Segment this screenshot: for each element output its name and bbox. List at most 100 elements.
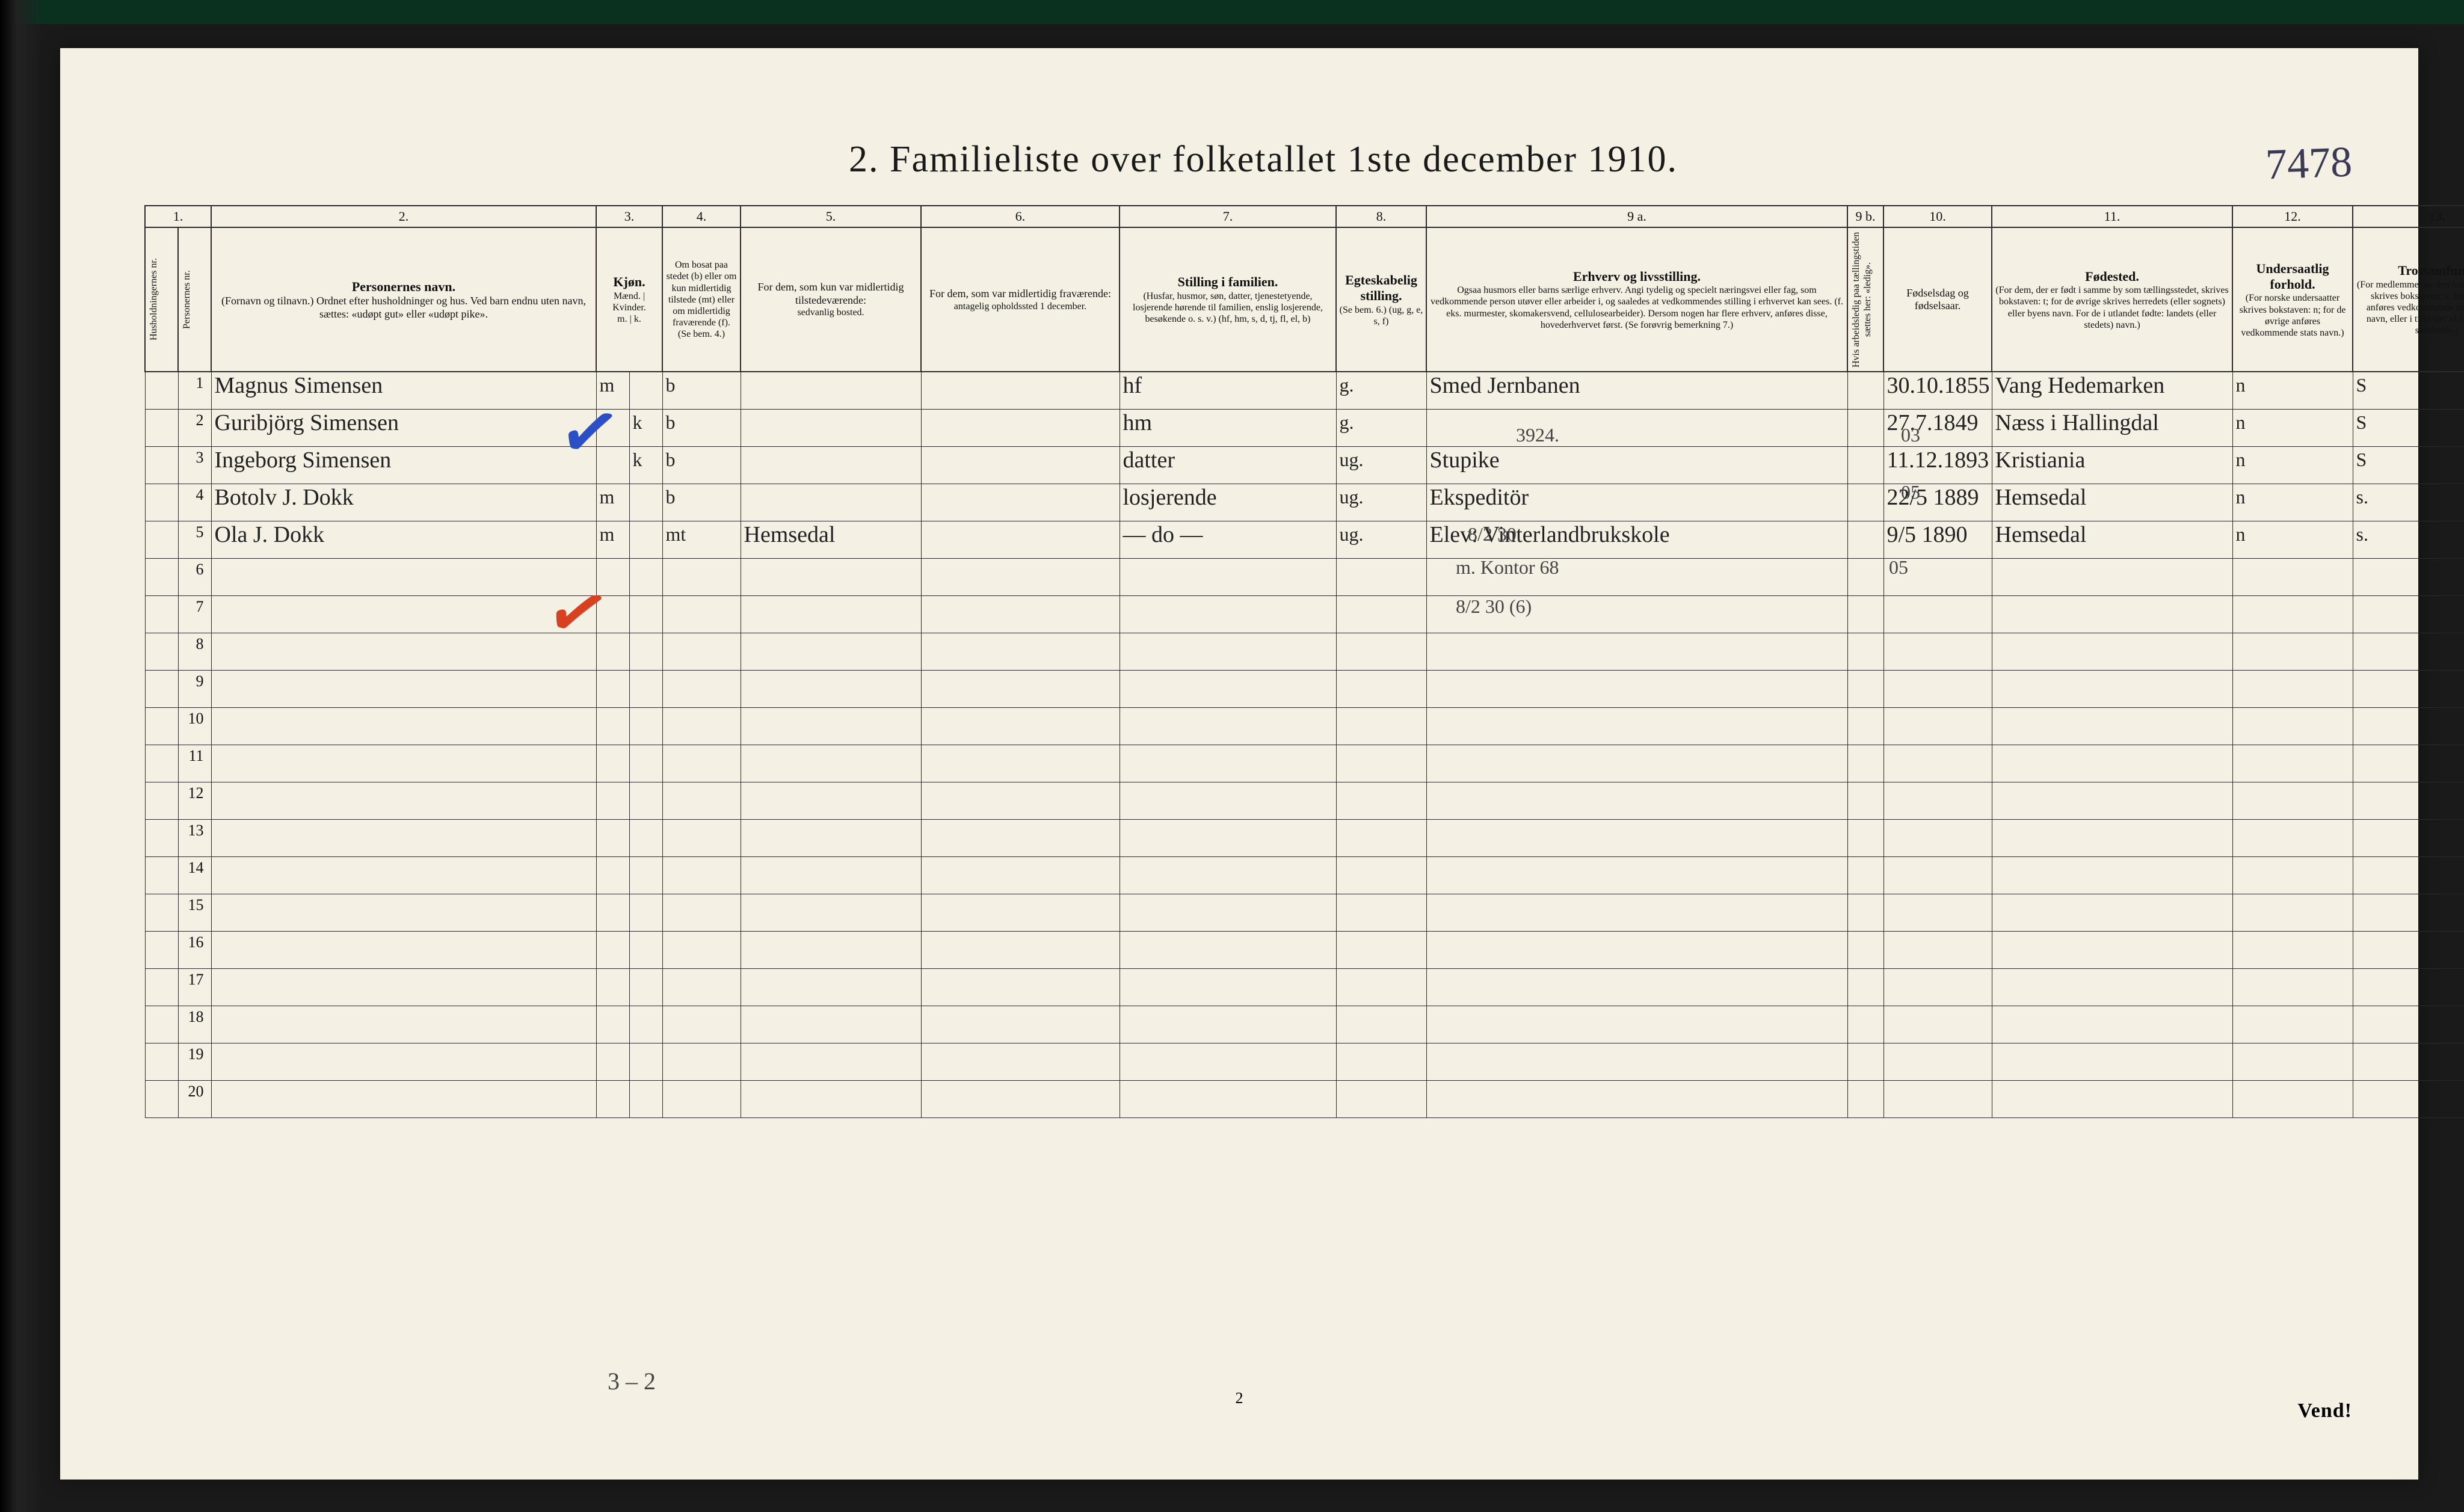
cell: 30.10.1855 [1883,372,1992,409]
cell [1336,931,1426,968]
cell [1426,707,1847,745]
cell [2353,595,2464,633]
cell [2353,968,2464,1006]
table-row: 20 [145,1080,2464,1117]
cell [2232,707,2353,745]
cell [1847,484,1883,521]
tally-note: 3 – 2 [608,1367,656,1395]
cell [1426,745,1847,782]
cell: k [629,446,662,484]
cell [596,558,629,595]
hdr-nationality: Undersaatlig forhold. (For norske unders… [2232,227,2353,372]
annot-row4: m. Kontor 68 [1456,556,1559,579]
cell: Hemsedal [1992,521,2232,558]
annot-col11-2: 05 [1901,481,1920,503]
cell: 2 [178,409,211,446]
cell [1120,819,1336,856]
cell: n [2232,521,2353,558]
cell: 13 [178,819,211,856]
cell [596,595,629,633]
cell [2353,1080,2464,1117]
cell [1336,1043,1426,1080]
table-row: 11 [145,745,2464,782]
cell [921,633,1120,670]
cell [662,707,741,745]
cell [596,707,629,745]
table-row: 9 [145,670,2464,707]
cell [1992,707,2232,745]
cell [1120,1043,1336,1080]
cell [1847,745,1883,782]
colnum-7: 7. [1120,206,1336,227]
cell [741,595,921,633]
hdr-person-no: Personernes nr. [178,227,211,372]
table-row: 10 [145,707,2464,745]
cell [741,931,921,968]
cell: hm [1120,409,1336,446]
cell [741,1006,921,1043]
cell [596,819,629,856]
cell [145,1006,178,1043]
cell: Ola J. Dokk [211,521,596,558]
cell [741,670,921,707]
cell [629,1006,662,1043]
cell [1992,968,2232,1006]
cell: Hemsedal [741,521,921,558]
cell: ug. [1336,484,1426,521]
cell [741,745,921,782]
cell [596,409,629,446]
page-number: 2 [1236,1389,1243,1407]
cell [1847,1080,1883,1117]
table-row: 12 [145,782,2464,819]
cell [1992,894,2232,931]
hdr-name: Personernes navn. (Fornavn og tilnavn.) … [211,227,596,372]
cell [921,707,1120,745]
cell: Botolv J. Dokk [211,484,596,521]
cell: 27.7.1849 [1883,409,1992,446]
cell [1847,894,1883,931]
annot-col11-3: 05 [1889,556,1908,579]
cell [741,1080,921,1117]
cell [2353,1006,2464,1043]
cell: Næss i Hallingdal [1992,409,2232,446]
cell [145,1080,178,1117]
cell [921,558,1120,595]
cell [921,819,1120,856]
cell [596,670,629,707]
column-number-row: 1. 2. 3. 4. 5. 6. 7. 8. 9 a. 9 b. 10. 11… [145,206,2464,227]
cell: m [596,521,629,558]
cell [1883,856,1992,894]
cell [1992,782,2232,819]
table-row: 5Ola J. DokkmmtHemsedal— do —ug.Elev: Vi… [145,521,2464,558]
cell [662,894,741,931]
colnum-4: 4. [662,206,741,227]
cell [662,782,741,819]
annot-3924: 3924. [1516,424,1559,446]
hdr-marital: Egteskabelig stilling. (Se bem. 6.) (ug,… [1336,227,1426,372]
cell [741,819,921,856]
cell [1120,558,1336,595]
cell: S [2353,372,2464,409]
cell [741,1043,921,1080]
cell [145,782,178,819]
cell [2232,633,2353,670]
cell [1120,931,1336,968]
colnum-13: 13. [2353,206,2464,227]
cell [921,484,1120,521]
cell [2353,931,2464,968]
cell [596,1043,629,1080]
cell [921,1080,1120,1117]
cell: 12 [178,782,211,819]
cell [921,670,1120,707]
cell [1336,595,1426,633]
table-header: 1. 2. 3. 4. 5. 6. 7. 8. 9 a. 9 b. 10. 11… [145,206,2464,372]
table-row: 17 [145,968,2464,1006]
cell [2232,856,2353,894]
cell [741,894,921,931]
cell [596,894,629,931]
cell [145,409,178,446]
cell [2353,633,2464,670]
table-row: 8 [145,633,2464,670]
cell: — do — [1120,521,1336,558]
cell [1847,670,1883,707]
